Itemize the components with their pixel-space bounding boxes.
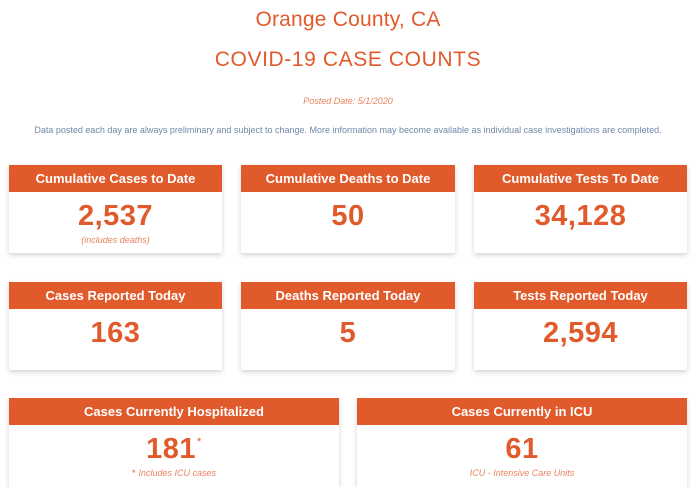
card-value: 163 bbox=[90, 317, 141, 349]
icu-card: Cases Currently in ICU 61 ICU - Intensiv… bbox=[357, 398, 687, 487]
card-label: Cases Currently Hospitalized bbox=[9, 398, 339, 425]
card-value-row: 181* bbox=[9, 433, 339, 466]
tests-today-card: Tests Reported Today 2,594 bbox=[474, 282, 687, 370]
cumulative-tests-card: Cumulative Tests To Date 34,128 bbox=[474, 165, 687, 253]
card-value: 50 bbox=[331, 200, 365, 232]
cumulative-cases-card: Cumulative Cases to Date 2,537 (includes… bbox=[9, 165, 222, 253]
card-value: 2,537 bbox=[77, 200, 154, 232]
posted-date: Posted Date: 5/1/2020 bbox=[303, 96, 393, 106]
disclaimer-text: Data posted each day are always prelimin… bbox=[34, 125, 662, 135]
card-label: Cases Reported Today bbox=[9, 282, 222, 309]
cumulative-deaths-card: Cumulative Deaths to Date 50 bbox=[241, 165, 455, 253]
card-label: Cumulative Cases to Date bbox=[9, 165, 222, 192]
deaths-today-card: Deaths Reported Today 5 bbox=[241, 282, 455, 370]
card-value: 181 bbox=[146, 433, 197, 465]
page-title: COVID-19 CASE COUNTS bbox=[214, 48, 482, 71]
card-value: 61 bbox=[505, 433, 539, 465]
card-note: ICU - Intensive Care Units bbox=[469, 468, 575, 478]
card-label: Cases Currently in ICU bbox=[357, 398, 687, 425]
card-label: Deaths Reported Today bbox=[241, 282, 455, 309]
card-label: Cumulative Tests To Date bbox=[474, 165, 687, 192]
card-note-row: * Includes ICU cases bbox=[9, 468, 339, 478]
card-value: 5 bbox=[339, 317, 357, 349]
card-note: (includes deaths) bbox=[81, 235, 150, 245]
card-note: Includes ICU cases bbox=[138, 468, 217, 478]
card-value: 34,128 bbox=[534, 200, 627, 232]
county-title: Orange County, CA bbox=[255, 8, 441, 31]
hospitalized-card: Cases Currently Hospitalized 181* * Inclu… bbox=[9, 398, 339, 487]
card-label: Tests Reported Today bbox=[474, 282, 687, 309]
card-label: Cumulative Deaths to Date bbox=[241, 165, 455, 192]
asterisk-marker: * bbox=[197, 436, 202, 448]
card-value: 2,594 bbox=[542, 317, 619, 349]
cases-today-card: Cases Reported Today 163 bbox=[9, 282, 222, 370]
note-asterisk: * bbox=[131, 468, 136, 478]
